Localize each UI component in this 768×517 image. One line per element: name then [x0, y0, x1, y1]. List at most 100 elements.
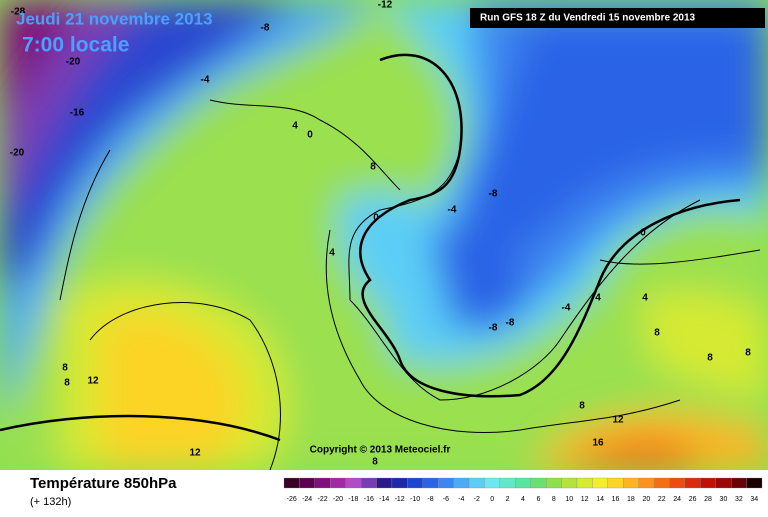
contour-label: 8 [707, 353, 713, 364]
colorbar-swatch [545, 477, 562, 489]
contour-label: 4 [642, 293, 648, 304]
colorbar-label: 30 [720, 496, 728, 503]
colorbar-label: 10 [565, 496, 573, 503]
colorbar-swatch [499, 477, 516, 489]
colorbar-swatch [746, 477, 763, 489]
colorbar-label: 8 [552, 496, 556, 503]
contour-label: 4 [595, 293, 601, 304]
colorbar-label: -26 [287, 496, 297, 503]
map-time: 7:00 locale [22, 34, 129, 57]
colorbar-swatch [515, 477, 531, 489]
colorbar-swatch [715, 477, 732, 489]
colorbar-swatch [330, 477, 346, 489]
contour-label: -4 [562, 303, 571, 314]
colorbar-label: 12 [581, 496, 589, 503]
colorbar-swatch [638, 477, 655, 489]
contour-label: -20 [66, 57, 81, 68]
contour-label: -4 [448, 205, 457, 216]
contour-label: 8 [370, 162, 376, 173]
colorbar-label: -2 [474, 496, 480, 503]
colorbar-label: 20 [642, 496, 650, 503]
colorbar-label: 24 [673, 496, 681, 503]
contour-label: 16 [592, 438, 604, 449]
colorbar: -26 -24 -22 -20 -18 -16 -14 -12 -10 -8 -6 -4 -2 0 2 4 6 8… [283, 477, 763, 503]
contour-label: 12 [189, 448, 201, 459]
colorbar-label: 2 [506, 496, 510, 503]
colorbar-swatch [299, 477, 315, 489]
colorbar-swatch [314, 477, 331, 489]
colorbar-swatch [376, 477, 393, 489]
colorbar-swatch [653, 477, 670, 489]
colorbar-swatch [484, 477, 501, 489]
contour-label: -16 [70, 108, 85, 119]
footer-title: Température 850hPa [30, 475, 177, 492]
colorbar-label: 16 [612, 496, 620, 503]
colorbar-label: 4 [521, 496, 525, 503]
colorbar-label: -4 [458, 496, 464, 503]
contour-label: -28 [11, 7, 26, 18]
colorbar-label: -20 [333, 496, 343, 503]
colorbar-swatch [407, 477, 423, 489]
colorbar-swatch [468, 477, 485, 489]
contour-label: 8 [64, 378, 70, 389]
colorbar-label: -16 [364, 496, 374, 503]
colorbar-swatch [453, 477, 470, 489]
temperature-field [0, 0, 768, 471]
colorbar-swatch [530, 477, 547, 489]
map-date: Jeudi 21 novembre 2013 [16, 9, 213, 28]
contour-label: -8 [506, 318, 515, 329]
colorbar-swatch [561, 477, 578, 489]
colorbar-label: 6 [536, 496, 540, 503]
colorbar-label: 26 [689, 496, 697, 503]
contour-label: -20 [10, 148, 25, 159]
colorbar-label: 34 [750, 496, 758, 503]
run-box [470, 8, 765, 28]
colorbar-swatch [283, 477, 300, 489]
colorbar-swatch [438, 477, 454, 489]
colorbar-swatch [592, 477, 608, 489]
contour-label: -8 [261, 23, 270, 34]
contour-label: 8 [579, 401, 585, 412]
contour-label: 0 [640, 228, 646, 239]
contour-label: -8 [489, 189, 498, 200]
colorbar-label: 22 [658, 496, 666, 503]
contour-label: 8 [654, 328, 660, 339]
colorbar-label: -6 [443, 496, 449, 503]
colorbar-swatch [669, 477, 686, 489]
footer-bar [0, 470, 768, 512]
copyright: Copyright © 2013 Meteociel.fr [310, 445, 451, 456]
colorbar-label: -14 [379, 496, 389, 503]
contour-label: 8 [372, 457, 378, 468]
colorbar-swatch [391, 477, 408, 489]
colorbar-label: 18 [627, 496, 635, 503]
colorbar-swatch [623, 477, 639, 489]
contour-label: -8 [489, 323, 498, 334]
colorbar-swatch [731, 477, 747, 489]
contour-label: 12 [87, 376, 99, 387]
colorbar-swatch [576, 477, 593, 489]
colorbar-label: 14 [596, 496, 604, 503]
contour-label: 12 [612, 415, 624, 426]
colorbar-swatch [360, 477, 377, 489]
contour-label: 8 [745, 348, 751, 359]
colorbar-label: 32 [735, 496, 743, 503]
contour-label: 0 [307, 130, 313, 141]
colorbar-swatch [422, 477, 439, 489]
contour-label: 4 [292, 121, 298, 132]
colorbar-swatch [607, 477, 624, 489]
colorbar-swatch [684, 477, 701, 489]
colorbar-swatch [345, 477, 362, 489]
run-info: Run GFS 18 Z du Vendredi 15 novembre 201… [480, 13, 696, 24]
contour-label: 8 [62, 363, 68, 374]
colorbar-label: -10 [410, 496, 420, 503]
colorbar-label: -22 [317, 496, 327, 503]
contour-label: 4 [329, 248, 335, 259]
colorbar-label: -8 [427, 496, 433, 503]
colorbar-label: 28 [704, 496, 712, 503]
colorbar-label: -24 [302, 496, 312, 503]
colorbar-label: 0 [490, 496, 494, 503]
colorbar-label: -12 [395, 496, 405, 503]
colorbar-swatch [700, 477, 716, 489]
